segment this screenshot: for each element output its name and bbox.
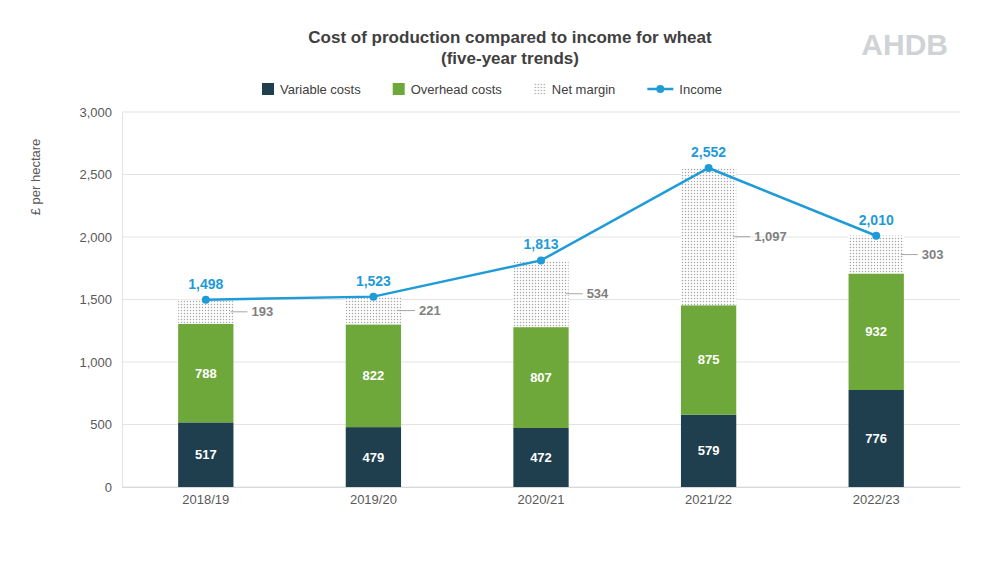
legend-label: Income — [679, 82, 722, 97]
data-label: 875 — [698, 352, 720, 367]
bar — [849, 274, 904, 391]
y-tick: 2,000 — [79, 230, 122, 245]
legend: Variable costs Overhead costs Net margin In… — [262, 82, 722, 97]
marker — [705, 164, 713, 172]
data-label: 1,498 — [188, 276, 223, 292]
bar — [346, 427, 401, 487]
data-label: 534 — [587, 286, 609, 301]
data-label: 822 — [363, 368, 385, 383]
data-label: 776 — [865, 431, 887, 446]
legend-swatch — [393, 83, 405, 95]
legend-swatch — [262, 83, 274, 95]
y-axis-line — [122, 113, 123, 488]
bar — [513, 428, 568, 487]
legend-item: Income — [647, 82, 722, 97]
chart: Cost of production compared to income fo… — [0, 0, 1000, 572]
data-label: 1,523 — [356, 273, 391, 289]
x-axis-line — [123, 487, 961, 488]
legend-item: Variable costs — [262, 82, 361, 97]
y-tick-label: 1,000 — [79, 355, 112, 370]
bar — [849, 236, 904, 274]
bar-series — [178, 168, 904, 327]
data-label: 788 — [195, 366, 217, 381]
data-label: 2,010 — [859, 212, 894, 228]
y-axis-title: £ per hectare — [28, 139, 43, 216]
y-tick-label: 2,500 — [79, 167, 112, 182]
bar — [681, 305, 736, 414]
x-tick-label: 2021/22 — [685, 492, 732, 507]
data-labels: 517 479 472 579 776 788 822 807 875 932 193 221 534 1… — [188, 144, 943, 465]
bar — [513, 260, 568, 327]
bar — [178, 324, 233, 423]
leader-line — [230, 311, 247, 312]
bar — [346, 324, 401, 427]
y-tick-label: 3,000 — [79, 105, 112, 120]
legend-item: Net margin — [534, 82, 616, 97]
leader-line — [733, 236, 750, 237]
y-tick: 1,500 — [79, 292, 122, 307]
data-label: 472 — [530, 450, 552, 465]
leader-line — [901, 254, 918, 255]
y-tick-label: 0 — [105, 480, 112, 495]
leader-line — [398, 310, 415, 311]
data-label: 221 — [419, 303, 441, 318]
logo: AHDB — [861, 28, 948, 61]
x-axis: 2018/19 2019/20 2020/21 2021/22 2022/23 — [123, 487, 961, 507]
bar — [178, 422, 233, 487]
y-tick: 500 — [90, 417, 122, 432]
y-tick-label: 1,500 — [79, 292, 112, 307]
marker — [202, 296, 210, 304]
data-label: 479 — [363, 450, 385, 465]
data-label: 807 — [530, 370, 552, 385]
y-tick-label: 500 — [90, 417, 112, 432]
y-tick-label: 2,000 — [79, 230, 112, 245]
grid-line — [122, 174, 960, 175]
y-axis: 0 500 1,000 1,500 2,000 2,500 3,000 — [79, 105, 122, 495]
grid — [122, 112, 960, 487]
legend-swatch — [534, 83, 546, 95]
x-tick: 2022/23 — [853, 487, 900, 507]
bar — [346, 297, 401, 325]
legend-label: Net margin — [552, 82, 616, 97]
legend-marker — [656, 85, 664, 93]
marker — [537, 256, 545, 264]
data-label: 517 — [195, 447, 217, 462]
x-tick: 2020/21 — [518, 487, 565, 507]
x-tick: 2021/22 — [685, 487, 732, 507]
marker — [872, 232, 880, 240]
grid-line — [122, 112, 960, 113]
plot-marks — [178, 164, 904, 487]
line — [206, 168, 876, 300]
data-label: 932 — [865, 324, 887, 339]
data-label: 303 — [922, 247, 944, 262]
data-label: 2,552 — [691, 144, 726, 160]
title: Cost of production compared to income fo… — [308, 28, 712, 47]
legend-label: Variable costs — [280, 82, 361, 97]
data-label: 1,097 — [754, 229, 787, 244]
bar — [513, 327, 568, 428]
y-tick: 2,500 — [79, 167, 122, 182]
marker — [369, 293, 377, 301]
y-tick: 3,000 — [79, 105, 122, 120]
x-tick-label: 2019/20 — [350, 492, 397, 507]
x-tick-label: 2022/23 — [853, 492, 900, 507]
x-tick-label: 2018/19 — [182, 492, 229, 507]
bar — [849, 390, 904, 487]
x-tick: 2019/20 — [350, 487, 397, 507]
legend-item: Overhead costs — [393, 82, 503, 97]
data-label: 1,813 — [523, 236, 558, 252]
x-tick: 2018/19 — [182, 487, 229, 507]
bar — [681, 415, 736, 487]
leader-line — [566, 293, 583, 294]
y-tick: 1,000 — [79, 355, 122, 370]
subtitle: (five-year trends) — [441, 49, 579, 68]
bar — [681, 168, 736, 305]
data-label: 193 — [251, 304, 273, 319]
legend-label: Overhead costs — [411, 82, 503, 97]
y-tick: 0 — [105, 480, 122, 495]
data-label: 579 — [698, 443, 720, 458]
x-tick-label: 2020/21 — [518, 492, 565, 507]
